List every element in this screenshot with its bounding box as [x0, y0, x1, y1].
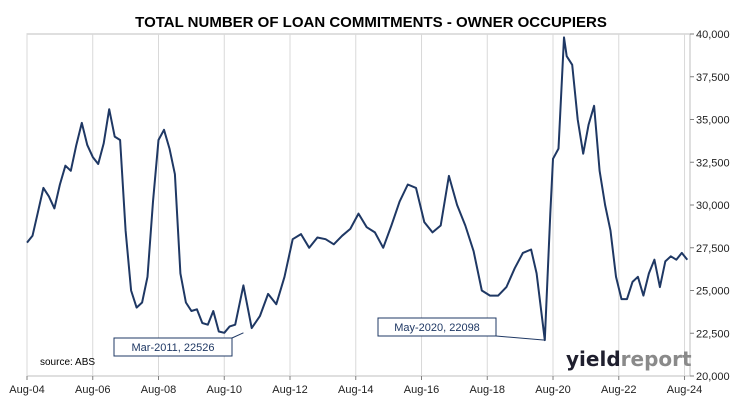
x-axis: Aug-04 Aug-06 Aug-08 Aug-10 Aug-12 Aug-14 Aug-…: [9, 376, 702, 396]
x-tick-label: Aug-14: [338, 384, 373, 396]
series-line: [26, 36, 689, 342]
x-tick-label: Aug-10: [207, 384, 242, 396]
plot-area: [26, 33, 691, 377]
x-tick-label: Aug-08: [141, 384, 176, 396]
annotation-leader: [231, 332, 244, 339]
annotation-box: [377, 317, 497, 337]
y-tick-label: 35,000: [696, 115, 730, 127]
y-tick-label: 25,000: [696, 286, 730, 298]
y-tick-label: 30,000: [696, 200, 730, 212]
annotation-label: Mar-2011, 22526: [132, 342, 215, 354]
x-tick-label: Aug-20: [535, 384, 570, 396]
y-tick-label: 27,500: [696, 243, 730, 255]
y-tick-label: 40,000: [696, 29, 730, 41]
x-tick-label: Aug-12: [272, 384, 307, 396]
chart-title: TOTAL NUMBER OF LOAN COMMITMENTS - OWNER…: [135, 14, 607, 31]
annotation-leader: [495, 335, 545, 341]
annotation-box: [113, 337, 233, 357]
series-layer: [26, 36, 689, 342]
annotations: Mar-2011, 22526 May-2020, 22098: [113, 317, 545, 357]
x-tick-label: Aug-24: [667, 384, 702, 396]
logo-part-yield: yield: [566, 347, 621, 371]
source-note: source: ABS: [40, 357, 95, 368]
x-tick-label: Aug-22: [601, 384, 636, 396]
y-tick-label: 20,000: [696, 371, 730, 383]
annotation-label: May-2020, 22098: [394, 322, 480, 334]
yieldreport-logo: yieldreport: [566, 347, 692, 371]
svg-text:yieldreport: yieldreport: [566, 347, 692, 371]
y-tick-label: 22,500: [696, 328, 730, 340]
x-tick-label: Aug-04: [9, 384, 44, 396]
x-tick-label: Aug-06: [75, 384, 110, 396]
y-axis: 20,000 22,500 25,000 27,500 30,000 32,500 35,0…: [690, 29, 730, 383]
x-tick-label: Aug-16: [404, 384, 439, 396]
gridlines: [26, 34, 686, 376]
logo-part-report: report: [621, 347, 692, 371]
y-tick-label: 37,500: [696, 72, 730, 84]
x-tick-label: Aug-18: [470, 384, 505, 396]
y-tick-label: 32,500: [696, 157, 730, 169]
